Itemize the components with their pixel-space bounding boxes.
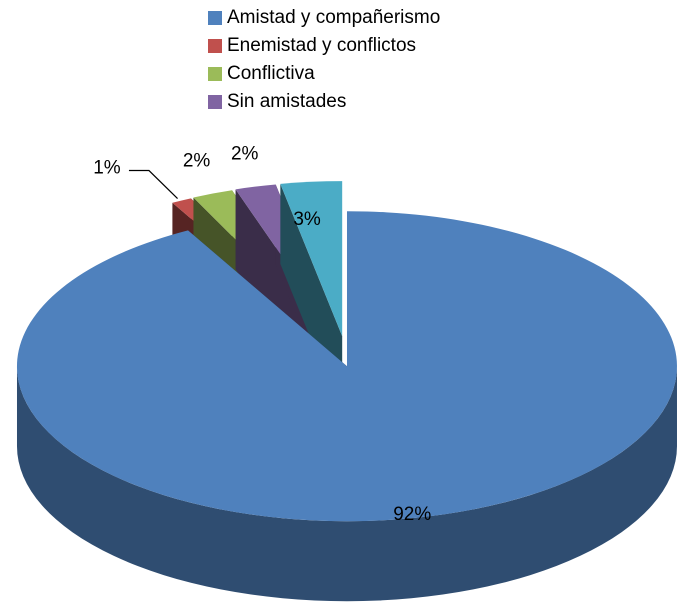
data-label: 2%: [231, 144, 259, 165]
legend-label: Sin amistades: [227, 91, 346, 112]
data-label: 1%: [93, 158, 121, 179]
slice: [16, 211, 677, 522]
legend-swatch: [208, 67, 222, 81]
data-label: 92%: [393, 504, 431, 525]
legend-label: Amistad y compañerismo: [227, 7, 440, 28]
slice: [280, 181, 343, 337]
leader-line: [128, 169, 178, 199]
legend-swatch: [208, 95, 222, 109]
legend-swatch: [208, 11, 222, 25]
data-label: 2%: [183, 151, 211, 172]
legend-swatch: [208, 39, 222, 53]
slice-side: [16, 366, 677, 602]
data-label: 3%: [293, 209, 321, 230]
legend-label: Conflictiva: [227, 63, 315, 84]
legend-label: Enemistad y conflictos: [227, 35, 416, 56]
